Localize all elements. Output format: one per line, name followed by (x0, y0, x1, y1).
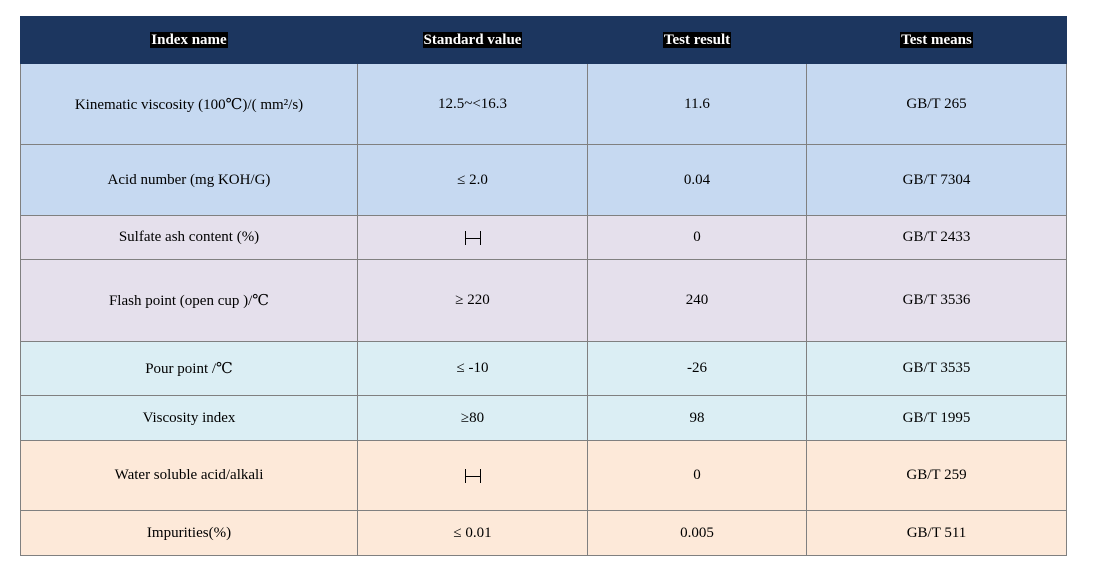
cell-test-means: GB/T 7304 (806, 144, 1067, 216)
table-row: Water soluble acid/alkali 0 GB/T 259 (20, 440, 1067, 511)
cell-test-means: GB/T 2433 (806, 215, 1067, 260)
dash-symbol (464, 230, 481, 245)
cell-standard-value: ≤ 2.0 (357, 144, 588, 216)
cell-index-name: Kinematic viscosity (100℃)/( mm²/s) (20, 63, 358, 145)
header-standard-value: Standard value (357, 16, 588, 64)
table-row: Pour point /℃ ≤ -10 -26 GB/T 3535 (20, 341, 1067, 396)
cell-standard-value: 12.5~<16.3 (357, 63, 588, 145)
dash-symbol (464, 468, 481, 483)
cell-test-means: GB/T 1995 (806, 395, 1067, 441)
cell-test-means: GB/T 259 (806, 440, 1067, 511)
cell-test-result: 0.04 (587, 144, 807, 216)
cell-standard-value: ≥ 220 (357, 259, 588, 342)
table-row: Flash point (open cup )/℃ ≥ 220 240 GB/T… (20, 259, 1067, 342)
cell-index-name: Viscosity index (20, 395, 358, 441)
header-test-means: Test means (806, 16, 1067, 64)
header-test-result: Test result (587, 16, 807, 64)
cell-test-means: GB/T 3536 (806, 259, 1067, 342)
cell-index-name: Pour point /℃ (20, 341, 358, 396)
cell-index-name: Sulfate ash content (%) (20, 215, 358, 260)
table-row: Kinematic viscosity (100℃)/( mm²/s) 12.5… (20, 63, 1067, 145)
specification-table: Index name Standard value Test result Te… (20, 16, 1067, 556)
header-index-name: Index name (20, 16, 358, 64)
cell-test-result: 0 (587, 215, 807, 260)
header-row: Index name Standard value Test result Te… (20, 16, 1067, 64)
table-row: Impurities(%) ≤ 0.01 0.005 GB/T 511 (20, 510, 1067, 556)
cell-standard-value: ≥80 (357, 395, 588, 441)
cell-test-means: GB/T 511 (806, 510, 1067, 556)
cell-test-result: 11.6 (587, 63, 807, 145)
cell-index-name: Impurities(%) (20, 510, 358, 556)
cell-test-result: -26 (587, 341, 807, 396)
cell-test-result: 0.005 (587, 510, 807, 556)
cell-test-means: GB/T 265 (806, 63, 1067, 145)
cell-index-name: Acid number (mg KOH/G) (20, 144, 358, 216)
cell-test-result: 98 (587, 395, 807, 441)
cell-standard-value (357, 440, 588, 511)
table-row: Acid number (mg KOH/G) ≤ 2.0 0.04 GB/T 7… (20, 144, 1067, 216)
cell-standard-value: ≤ 0.01 (357, 510, 588, 556)
cell-standard-value: ≤ -10 (357, 341, 588, 396)
cell-test-means: GB/T 3535 (806, 341, 1067, 396)
cell-test-result: 0 (587, 440, 807, 511)
cell-test-result: 240 (587, 259, 807, 342)
cell-index-name: Water soluble acid/alkali (20, 440, 358, 511)
table-row: Viscosity index ≥80 98 GB/T 1995 (20, 395, 1067, 441)
table-row: Sulfate ash content (%) 0 GB/T 2433 (20, 215, 1067, 260)
cell-standard-value (357, 215, 588, 260)
cell-index-name: Flash point (open cup )/℃ (20, 259, 358, 342)
